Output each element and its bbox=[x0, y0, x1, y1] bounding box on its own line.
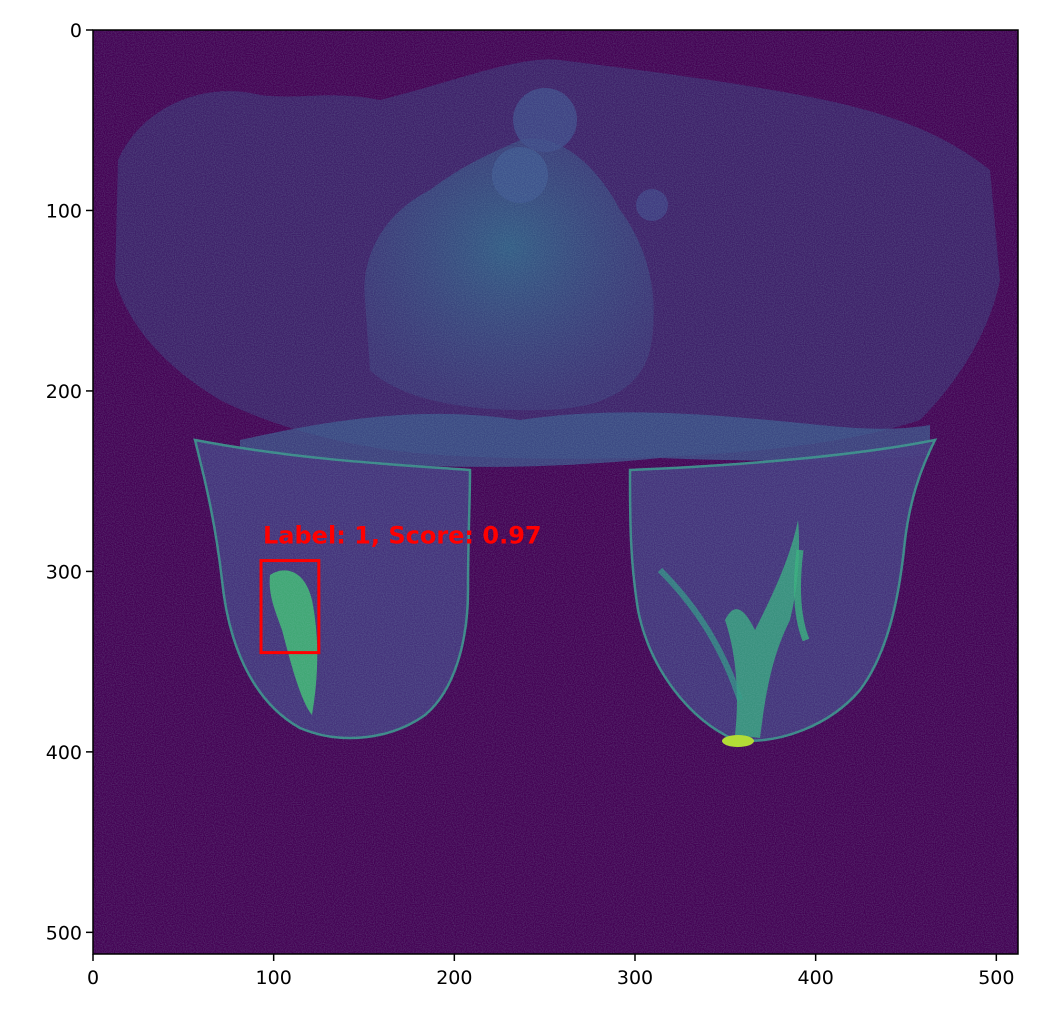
y-tick-label: 0 bbox=[70, 20, 82, 42]
x-tick-label: 0 bbox=[87, 967, 99, 989]
axes-frame bbox=[92, 29, 1019, 955]
mri-image bbox=[93, 30, 1018, 954]
x-tick-label: 100 bbox=[256, 967, 292, 989]
y-tick-label: 200 bbox=[46, 381, 82, 403]
y-tick-label: 500 bbox=[46, 922, 82, 944]
x-tick-label: 400 bbox=[798, 967, 834, 989]
x-tick-label: 300 bbox=[617, 967, 653, 989]
x-axis: 0 100 200 300 400 500 bbox=[87, 954, 1014, 989]
y-axis: 0 100 200 300 400 500 bbox=[46, 20, 93, 944]
y-tick-label: 100 bbox=[46, 200, 82, 222]
image-grain bbox=[93, 30, 1018, 954]
x-tick-label: 200 bbox=[436, 967, 472, 989]
x-tick-label: 500 bbox=[978, 967, 1014, 989]
detection-label: Label: 1, Score: 0.97 bbox=[263, 522, 542, 550]
y-tick-label: 400 bbox=[46, 742, 82, 764]
detection-box bbox=[259, 559, 321, 655]
y-tick-label: 300 bbox=[46, 561, 82, 583]
